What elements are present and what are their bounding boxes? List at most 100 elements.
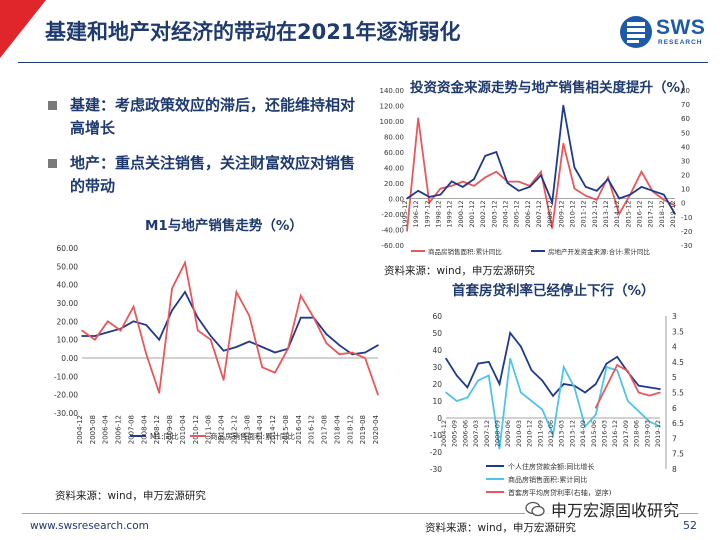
invest-x-tick-label: 2007-12	[535, 201, 543, 228]
invest-data-point	[428, 201, 431, 204]
m1-data-point	[94, 338, 96, 341]
mortgage-data-point	[477, 379, 479, 382]
logo-subtext: RESEARCH	[658, 39, 703, 46]
mortgage-y-tick-label-right: 4	[672, 343, 677, 352]
m1-data-point	[274, 371, 276, 374]
invest-y-tick-label-left: -40.00	[381, 227, 404, 235]
mortgage-data-point	[605, 385, 608, 388]
invest-data-point	[573, 166, 576, 169]
invest-y-tick-label-left: 140.00	[380, 87, 405, 95]
title-bar: 基建和地产对经济的带动在2021年逐渐弱化 SWS RESEARCH	[0, 0, 720, 70]
m1-legend-label: M1:同比	[150, 431, 179, 441]
invest-x-tick-label: 1998-12	[435, 201, 443, 228]
mortgage-y-tick-label-left: 10	[432, 397, 442, 406]
mortgage-x-tick-label: 2010-03	[515, 420, 523, 447]
m1-y-tick-label: -20.00	[54, 391, 78, 400]
mortgage-data-point	[562, 383, 565, 385]
m1-x-tick-label: 2008-04	[140, 414, 148, 444]
invest-y-tick-label-right: 0	[681, 200, 685, 208]
invest-x-tick-label: 2015-12	[624, 200, 632, 227]
invest-x-tick-label: 2016-12	[636, 201, 644, 228]
mortgage-data-point	[573, 386, 576, 389]
m1-x-tick-label: 2019-08	[359, 415, 367, 444]
bullet-square-icon	[48, 159, 57, 168]
invest-y-tick-label-left: 60.00	[384, 149, 404, 157]
mortgage-data-point	[498, 383, 501, 385]
mortgage-data-point	[595, 413, 597, 416]
mortgage-x-tick-label: 2012-06	[547, 420, 555, 447]
m1-x-tick-label: 2006-04	[102, 414, 110, 444]
mortgage-x-tick-label: 2005-09	[451, 420, 459, 447]
m1-x-tick-label: 2016-12	[308, 415, 316, 444]
m1-x-tick-label: 2010-12	[192, 415, 200, 444]
invest-data-point	[607, 176, 609, 179]
invest-x-tick-label: 2012-12	[591, 201, 599, 228]
m1-data-point	[106, 331, 109, 334]
m1-x-tick-label: 2010-04	[179, 414, 187, 444]
m1-y-tick-label: 60.00	[57, 244, 79, 253]
mortgage-x-tick-label: 2013-03	[558, 420, 566, 447]
invest-y-tick-label-right: 30	[681, 157, 690, 165]
m1-data-point	[338, 344, 341, 346]
mortgage-data-point	[648, 420, 651, 423]
m1-data-point	[81, 329, 83, 332]
invest-x-tick-label: 2006-12	[524, 201, 532, 228]
mortgage-x-tick-label: 2019-12	[654, 420, 662, 447]
invest-x-tick-label: 2001-12	[468, 201, 476, 228]
m1-chart: 60.00 50.00 40.00 30.00 20.00 10.00 0.00 -10.00…	[54, 244, 380, 444]
mortgage-x-tick-label: 2016-03	[601, 420, 609, 447]
invest-x-tick-label: 2009-12	[557, 201, 565, 228]
m1-data-point	[119, 329, 122, 332]
m1-y-tick-label: 40.00	[57, 281, 79, 290]
invest-x-tick-label: 1996-12	[412, 201, 420, 228]
logo-wordmark: SWS	[656, 16, 706, 39]
mortgage-y-tick-label-right: 5	[672, 373, 677, 382]
invest-data-point	[551, 227, 553, 229]
m1-x-tick-label: 2018-12	[346, 415, 354, 444]
m1-data-point	[261, 346, 263, 348]
m1-data-point	[94, 335, 96, 337]
m1-x-tick-label: 2020-04	[372, 414, 380, 444]
mortgage-data-point	[541, 408, 544, 411]
invest-data-point	[439, 193, 442, 196]
mortgage-data-point	[488, 361, 490, 363]
mortgage-data-point	[584, 425, 586, 428]
m1-data-point	[158, 392, 161, 394]
invest-data-point	[417, 189, 419, 192]
mortgage-data-point	[445, 357, 447, 360]
invest-data-point	[618, 213, 620, 215]
m1-data-point	[184, 291, 186, 293]
bullet-text: 地产：重点关注销售，关注财富效应对销售的带动	[70, 154, 356, 195]
mortgage-data-point	[562, 366, 565, 368]
mortgage-y-tick-label-left: 20	[432, 380, 442, 389]
invest-y-tick-label-left: 20.00	[384, 180, 404, 188]
mortgage-x-tick-label: 2011-09	[536, 420, 544, 447]
mortgage-x-tick-label: 2013-12	[568, 420, 576, 447]
invest-data-point	[406, 230, 408, 232]
sws-logo-icon	[620, 16, 652, 48]
m1-data-point	[235, 346, 238, 348]
mortgage-x-tick-label: 2008-09	[494, 420, 502, 447]
m1-data-point	[299, 294, 302, 297]
m1-data-point	[235, 291, 238, 293]
invest-data-point	[674, 204, 676, 207]
invest-data-point	[562, 104, 565, 107]
footer-url[interactable]: www.swsresearch.com	[30, 520, 149, 532]
mortgage-data-point	[541, 379, 544, 382]
mortgage-series-line-1	[445, 330, 661, 398]
m1-x-tick-label: 2009-08	[166, 415, 174, 444]
invest-data-point	[495, 170, 498, 173]
invest-x-tick-label: 1995-12	[401, 201, 409, 228]
mortgage-y-tick-label-right: 3	[672, 312, 677, 321]
mortgage-x-tick-label: 2010-12	[526, 420, 534, 447]
invest-data-point	[462, 186, 464, 188]
m1-x-tick-label: 2012-12	[230, 415, 238, 444]
m1-data-point	[274, 351, 276, 354]
sws-logo: SWS RESEARCH	[618, 14, 710, 50]
invest-legend-label: 房地产开发资金来源:合计:累计同比	[548, 247, 650, 256]
mortgage-y-tick-label-left: 40	[432, 346, 442, 355]
mortgage-data-point	[616, 369, 618, 372]
mortgage-x-tick-label: 2018-06	[633, 420, 641, 447]
mortgage-data-point	[637, 391, 640, 394]
invest-y-tick-label-right: 10	[681, 186, 690, 194]
